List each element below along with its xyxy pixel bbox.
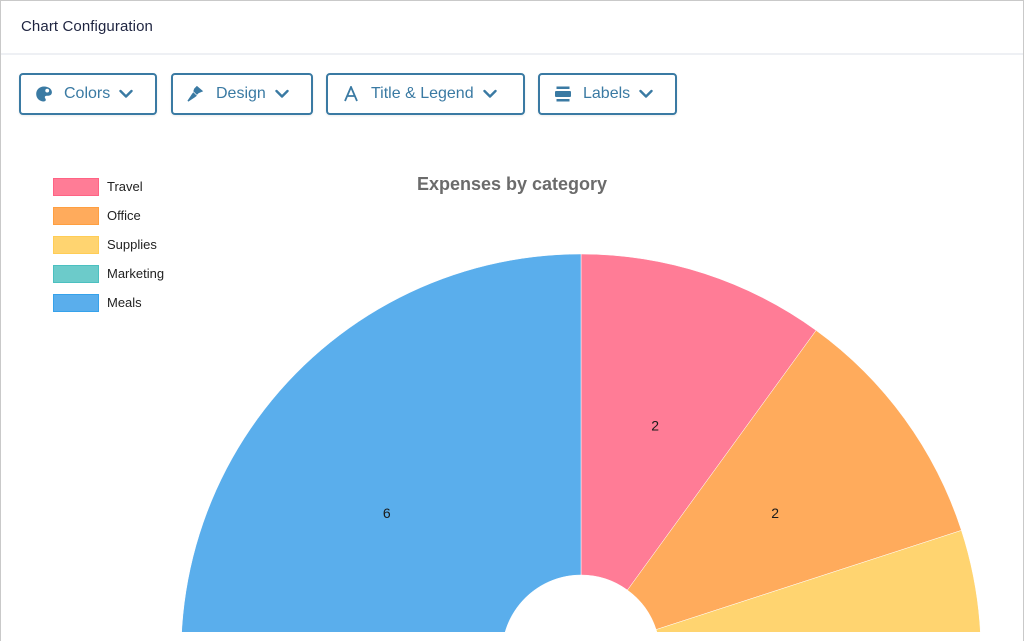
slice-meals[interactable] — [181, 253, 582, 632]
data-label-travel: 2 — [651, 418, 659, 434]
labels-dropdown-button[interactable]: Labels — [538, 73, 677, 115]
legend-label: Supplies — [107, 237, 157, 252]
chevron-down-icon — [275, 87, 289, 101]
panel-title: Chart Configuration — [21, 18, 153, 35]
slice-supplies[interactable] — [581, 530, 981, 632]
legend-label: Meals — [107, 295, 142, 310]
slice-office[interactable] — [627, 330, 962, 630]
chart-data-labels: 22646 — [383, 418, 779, 521]
chart-title: Expenses by category — [0, 174, 1024, 195]
labels-icon — [554, 85, 572, 103]
text-a-icon — [342, 85, 360, 103]
legend-label: Travel — [107, 179, 143, 194]
design-dropdown-button[interactable]: Design — [171, 73, 313, 115]
legend-swatch — [53, 206, 99, 225]
legend-item-office[interactable]: Office — [53, 201, 164, 230]
legend-item-supplies[interactable]: Supplies — [53, 230, 164, 259]
paintbrush-icon — [187, 85, 205, 103]
data-label-meals: 6 — [383, 505, 391, 521]
legend-swatch — [53, 235, 99, 254]
legend-item-marketing[interactable]: Marketing — [53, 259, 164, 288]
slice-travel[interactable] — [580, 253, 817, 591]
chart-title-text: Expenses by category — [416, 174, 608, 194]
legend-swatch — [53, 264, 99, 283]
data-label-office: 2 — [771, 505, 779, 521]
chevron-down-icon — [639, 87, 653, 101]
title-legend-button-label: Title & Legend — [371, 85, 474, 102]
title-legend-dropdown-button[interactable]: Title & Legend — [326, 73, 525, 115]
legend-label: Marketing — [107, 266, 165, 281]
colors-button-label: Colors — [64, 85, 111, 102]
legend-item-travel[interactable]: Travel — [53, 172, 164, 201]
chart-slices — [181, 253, 981, 632]
chart-legend: Travel Office Supplies Marketing Meals — [53, 172, 164, 317]
chevron-down-icon — [482, 87, 497, 101]
chevron-down-icon — [119, 87, 133, 101]
legend-label: Office — [107, 208, 141, 223]
design-button-label: Design — [216, 85, 266, 102]
colors-dropdown-button[interactable]: Colors — [19, 73, 157, 115]
legend-swatch — [53, 177, 99, 196]
palette-icon — [35, 85, 53, 103]
panel-header: Chart Configuration — [1, 1, 1023, 55]
legend-item-meals[interactable]: Meals — [53, 288, 164, 317]
labels-button-label: Labels — [583, 85, 631, 102]
legend-swatch — [53, 293, 99, 312]
